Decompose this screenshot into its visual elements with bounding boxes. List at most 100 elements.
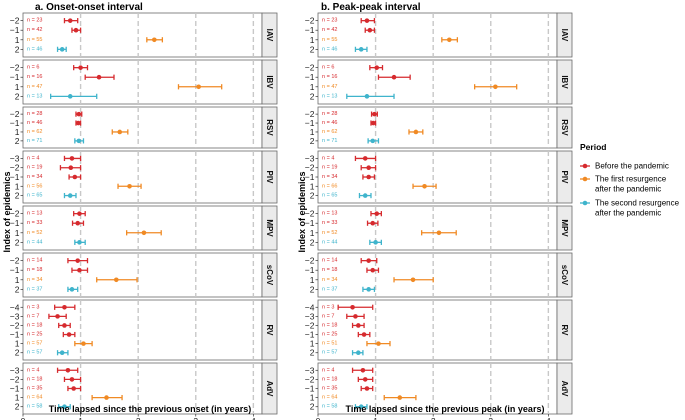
y-tick-label: −2: [10, 109, 20, 119]
point-estimate: [413, 129, 419, 135]
sample-size-label: n = 3: [27, 304, 39, 310]
facet-background: [22, 59, 263, 105]
facet-background: [317, 59, 558, 105]
virus-group-rsv: RSV −2 n = 28 −1 n = 46 1 n = 62 2 n = 71: [305, 106, 573, 149]
sample-size-label: n = 4: [322, 155, 334, 161]
sample-size-label: n = 62: [27, 129, 42, 135]
y-tick-label: −1: [10, 384, 20, 394]
y-tick-label: −1: [305, 25, 315, 35]
y-tick-label: −3: [305, 153, 315, 163]
epidemic-row: 2 n = 13: [15, 91, 98, 101]
sample-size-label: n = 6: [322, 65, 334, 71]
y-tick-label: −2: [305, 16, 315, 26]
sample-size-label: n = 3: [322, 304, 334, 310]
virus-group-iav: IAV −2 n = 23 −1 n = 42 1 n = 55 2 n = 46: [10, 12, 278, 58]
facet-background: [22, 150, 263, 204]
epidemic-row: −1 n = 35: [305, 384, 374, 394]
facet-background: [317, 252, 558, 298]
point-estimate: [367, 27, 373, 33]
sample-size-label: n = 47: [27, 84, 42, 90]
y-tick-label: 2: [15, 91, 20, 101]
y-tick-label: −4: [305, 302, 315, 312]
y-tick-label: 2: [310, 191, 315, 201]
facet-label: AdV: [265, 381, 274, 398]
epidemic-row: −2 n = 19: [305, 163, 377, 173]
virus-group-adv: AdV −3 n = 4 −2 n = 18 −1 n = 35 1 n = 64 2 n = 58: [305, 362, 573, 415]
epidemic-row: −2 n = 6: [305, 63, 384, 73]
point-estimate: [75, 120, 81, 126]
epidemic-row: −1 n = 33: [305, 218, 379, 228]
virus-group-adv: AdV −3 n = 4 −2 n = 18 −1 n = 35 1 n = 64 2 n = 58: [10, 362, 278, 415]
y-tick-label: −1: [10, 118, 20, 128]
sample-size-label: n = 6: [27, 65, 39, 71]
y-tick-label: 1: [310, 35, 315, 45]
point-estimate: [410, 277, 416, 283]
point-estimate: [59, 47, 65, 52]
facet-label: PIV: [560, 171, 569, 185]
facet-background: [317, 106, 558, 149]
sample-size-label: n = 23: [322, 18, 337, 24]
epidemic-row: −1 n = 46: [10, 118, 82, 128]
epidemic-row: −2 n = 14: [10, 256, 89, 266]
epidemic-row: 2 n = 71: [310, 136, 380, 146]
legend-label: The second resurgence: [595, 199, 680, 208]
point-estimate: [196, 84, 201, 90]
virus-group-rv: RV−4 n = 3−3 n = 7−2 n = 18−1 n = 251 n = 512…: [305, 299, 573, 361]
point-estimate: [373, 240, 378, 245]
y-tick-label: 1: [15, 393, 20, 403]
legend-label: Before the pandemic: [595, 162, 669, 171]
epidemic-row: −1 n = 34: [305, 172, 376, 182]
facet-label: RV: [560, 325, 569, 337]
point-estimate: [447, 37, 452, 43]
sample-size-label: n = 42: [322, 27, 337, 33]
y-tick-label: 1: [15, 35, 20, 45]
x-tick-label: 3: [488, 416, 493, 420]
point-estimate: [67, 18, 73, 23]
y-tick-label: 1: [15, 181, 20, 191]
sample-size-label: n = 18: [27, 322, 42, 328]
epidemic-row: −1 n = 16: [305, 72, 411, 82]
sample-size-label: n = 25: [27, 332, 42, 338]
epidemic-row: −1 n = 33: [10, 218, 85, 228]
epidemic-row: −1 n = 46: [305, 118, 377, 128]
epidemic-row: 2 n = 65: [310, 191, 372, 201]
epidemic-row: −2 n = 23: [305, 16, 376, 26]
point-estimate: [361, 332, 367, 337]
sample-size-label: n = 57: [322, 350, 337, 356]
sample-size-label: n = 42: [27, 27, 42, 33]
point-estimate: [96, 74, 102, 80]
point-estimate: [364, 18, 370, 23]
epidemic-row: −2 n = 13: [305, 209, 382, 219]
epidemic-row: −3 n = 7: [305, 311, 365, 321]
sample-size-label: n = 35: [322, 386, 337, 392]
sample-size-label: n = 13: [27, 93, 42, 99]
epidemic-row: −1 n = 34: [10, 172, 82, 182]
y-tick-label: −2: [10, 374, 20, 384]
point-estimate: [370, 220, 376, 226]
point-estimate: [362, 156, 368, 161]
y-tick-label: −1: [305, 172, 315, 182]
epidemic-row: −3 n = 4: [10, 153, 82, 163]
point-estimate: [113, 277, 119, 283]
y-tick-label: 1: [15, 275, 20, 285]
point-estimate: [69, 287, 75, 292]
facet-label: MPV: [265, 219, 274, 237]
facet-label: RSV: [560, 119, 569, 136]
sample-size-label: n = 13: [322, 211, 337, 217]
epidemic-row: −1 n = 25: [10, 330, 76, 340]
epidemic-row: 2 n = 65: [15, 191, 77, 201]
point-estimate: [360, 367, 366, 373]
panel-title: a. Onset-onset interval: [35, 2, 143, 13]
facet-strip: [261, 12, 278, 58]
y-tick-label: 2: [310, 44, 315, 54]
y-tick-label: −2: [305, 320, 315, 330]
y-tick-label: 2: [310, 284, 315, 294]
y-tick-label: −3: [10, 153, 20, 163]
epidemic-row: 2 n = 37: [310, 284, 376, 294]
point-estimate: [366, 174, 371, 180]
epidemic-row: 2 n = 58: [15, 402, 71, 412]
epidemic-row: 1 n = 51: [310, 339, 391, 349]
sample-size-label: n = 19: [322, 165, 337, 171]
point-estimate: [75, 220, 81, 226]
panel-title: b. Peak-peak interval: [321, 2, 421, 13]
